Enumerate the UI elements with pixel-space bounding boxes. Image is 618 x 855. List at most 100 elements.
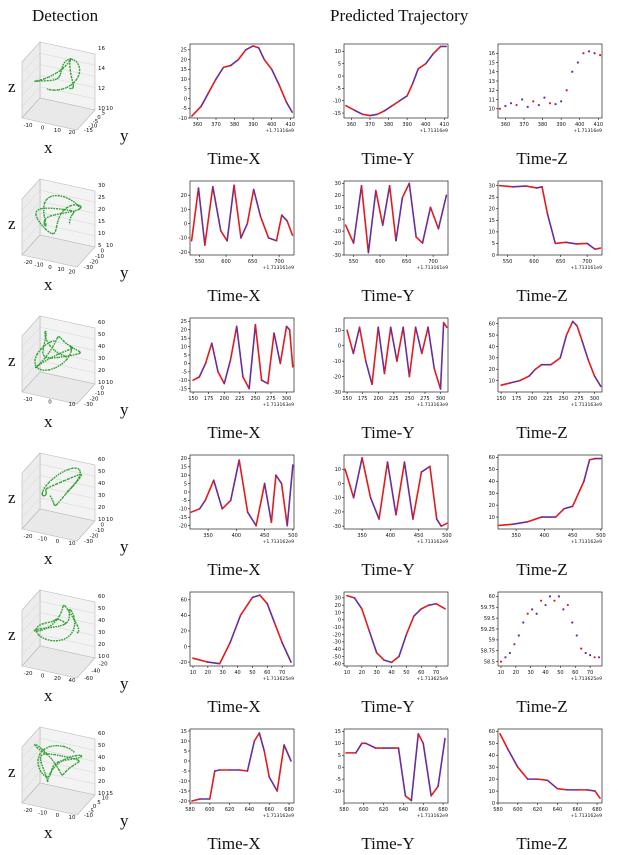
z-tick-label: 25 <box>98 195 105 201</box>
y-tick-label: 10 <box>335 610 341 616</box>
y-tick-label: 11 <box>489 97 495 103</box>
y-tick-label: 15 <box>489 60 495 66</box>
data-point <box>527 613 529 615</box>
panel-xlabel: Time-Y <box>322 424 454 442</box>
z-tick-label: 50 <box>98 606 105 612</box>
data-point <box>504 105 506 107</box>
x-tick-label: 175 <box>358 396 368 402</box>
z-tick-label: 60 <box>98 320 105 326</box>
series-segment <box>271 475 276 522</box>
x-tick-label: 600 <box>359 807 369 813</box>
y-tick-label: 20 <box>181 328 187 334</box>
axis-label-y: y <box>120 400 129 419</box>
y-tick-label: 10 <box>106 243 113 249</box>
x-tick-label: 175 <box>512 396 522 402</box>
series-segment <box>418 64 425 69</box>
z-tick-label: 10 <box>98 654 105 660</box>
series-segment <box>441 523 447 526</box>
detection-trajectory <box>55 620 56 621</box>
series-segment <box>547 213 555 243</box>
y-tick-label: -30 <box>333 524 341 530</box>
y-tick-label: 5 <box>184 353 187 359</box>
y-tick-label: 10 <box>181 473 187 479</box>
axis-offset-label: +1.713625e9 <box>570 676 602 682</box>
series-segment <box>434 369 440 389</box>
series-segment <box>279 85 286 103</box>
plot-frame <box>190 592 294 666</box>
detection-trajectory <box>53 621 54 622</box>
series-segment <box>513 186 526 187</box>
y-tick-label: -20 <box>90 534 99 540</box>
series-segment <box>436 604 445 609</box>
x-tick-label: 500 <box>596 533 606 539</box>
x-tick-label: 400 <box>267 122 277 128</box>
series-segment <box>392 101 399 106</box>
x-tick-label: 150 <box>342 396 352 402</box>
x-tick-label: 70 <box>433 670 439 676</box>
y-tick-label: 50 <box>489 333 495 339</box>
panel-xlabel: Time-X <box>168 698 300 716</box>
series-segment <box>231 460 239 500</box>
y-tick-label: 20 <box>489 367 495 373</box>
y-tick-label: -30 <box>333 390 341 396</box>
data-point <box>531 608 533 610</box>
data-point <box>576 634 578 636</box>
y-tick-label: -10 <box>179 507 187 513</box>
x-tick-label: 380 <box>538 122 548 128</box>
series-segment <box>276 215 281 241</box>
series-segment <box>241 224 247 238</box>
y-tick-label: 50 <box>489 467 495 473</box>
y-tick-label: 25 <box>489 195 495 201</box>
x-tick-label: 20 <box>359 670 365 676</box>
series-segment <box>268 333 274 383</box>
x-tick-label: 60 <box>418 670 424 676</box>
series-segment <box>556 509 564 517</box>
y-tick-label: -10 <box>95 528 104 534</box>
data-point <box>558 595 560 597</box>
detection-trajectory <box>34 630 35 631</box>
series-segment <box>370 114 377 115</box>
x-tick-label: 200 <box>527 396 537 402</box>
series-segment <box>230 615 240 642</box>
x-tick-label: 225 <box>235 396 245 402</box>
series-segment <box>537 187 542 188</box>
data-point <box>598 656 600 658</box>
y-tick-label: 0 <box>184 490 187 496</box>
x-tick-label: 500 <box>442 533 452 539</box>
x-tick-label: 20 <box>69 130 76 136</box>
series-segment <box>548 780 558 788</box>
data-point <box>532 100 534 102</box>
y-tick-label: 59 <box>489 638 495 644</box>
x-tick-label: 250 <box>405 396 415 402</box>
series-segment <box>345 469 353 497</box>
y-tick-label: 10 <box>489 378 495 384</box>
y-tick-label: -5 <box>336 86 341 92</box>
data-point <box>562 608 564 610</box>
series-segment <box>369 631 376 653</box>
detection-trajectory <box>78 761 79 762</box>
y-tick-label: 10 <box>181 207 187 213</box>
y-tick-label: -10 <box>333 495 341 501</box>
series-segment <box>234 185 241 238</box>
x-tick-label: 680 <box>438 807 448 813</box>
x-tick-label: 0 <box>41 673 45 679</box>
y-tick-label: 5 <box>338 62 341 68</box>
axis-label-z: z <box>8 488 16 507</box>
x-tick-label: 10 <box>69 815 76 821</box>
y-tick-label: 20 <box>335 193 341 199</box>
series-segment <box>284 745 291 761</box>
z-tick-label: 15 <box>98 219 105 225</box>
y-tick-label: -50 <box>333 654 341 660</box>
series-segment <box>383 186 390 225</box>
y-tick-label: 15 <box>489 218 495 224</box>
y-tick-label: 12 <box>489 88 495 94</box>
x-tick-label: 350 <box>511 533 521 539</box>
z-tick-label: 30 <box>98 630 105 636</box>
